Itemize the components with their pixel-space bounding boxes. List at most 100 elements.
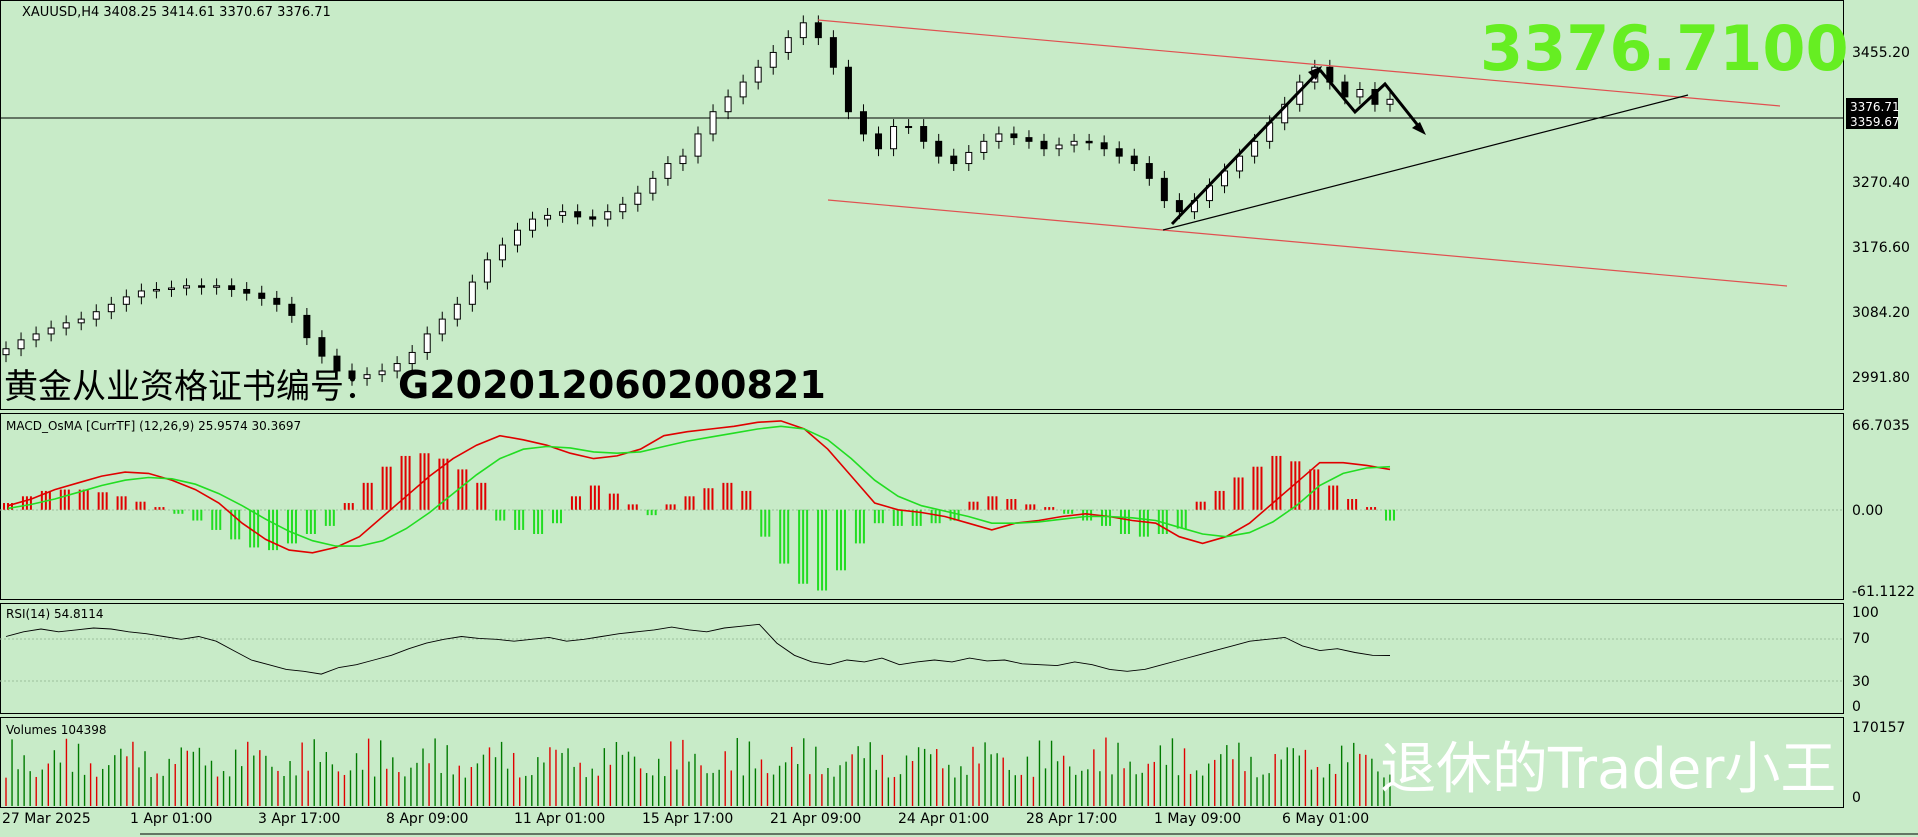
candle-body — [769, 51, 777, 68]
candle-body — [935, 140, 943, 157]
candle-body — [1145, 163, 1153, 179]
time-tick: 8 Apr 09:00 — [386, 811, 468, 827]
candle-body — [1115, 148, 1123, 157]
candle-body — [288, 303, 296, 316]
candle-body — [137, 290, 145, 298]
candle-body — [1175, 200, 1183, 213]
candle-body — [378, 370, 386, 376]
candle-body — [408, 351, 416, 365]
candle-body — [303, 314, 311, 339]
candle-body — [483, 259, 491, 283]
candle-body — [243, 288, 251, 294]
time-tick: 6 May 01:00 — [1282, 811, 1369, 827]
big-price: 3376.7100 — [1480, 12, 1849, 85]
candle-body — [920, 126, 928, 142]
time-tick: 1 May 09:00 — [1154, 811, 1241, 827]
candle-body — [859, 111, 867, 135]
price-tick: 3455.20 — [1852, 45, 1910, 61]
candle-body — [1040, 140, 1048, 150]
candle-body — [2, 348, 10, 356]
macd-line — [7, 420, 1391, 554]
candle-body — [844, 66, 852, 113]
candle-body — [1281, 103, 1289, 124]
candle-body — [980, 140, 988, 153]
candle-body — [890, 126, 898, 150]
candle-body — [529, 218, 537, 231]
candle-body — [152, 288, 160, 292]
candle-body — [77, 318, 85, 324]
candle-body — [1010, 133, 1018, 139]
macd-axis-zero: 0.00 — [1852, 503, 1883, 519]
candle-body — [1341, 81, 1349, 98]
cert-number: G202012060200821 — [398, 363, 826, 407]
time-tick: 28 Apr 17:00 — [1026, 811, 1117, 827]
price-tick: 3176.60 — [1852, 240, 1910, 256]
trendline-upper-red — [817, 19, 1781, 107]
secondary-price-label-bg — [1846, 113, 1898, 129]
candle-body — [1386, 98, 1394, 105]
candle-body — [784, 37, 792, 53]
candle-body — [47, 327, 55, 335]
candle-body — [814, 22, 822, 39]
time-tick: 15 Apr 17:00 — [642, 811, 733, 827]
macd-panel: MACD_OsMA [CurrTF] (12,26,9) 25.9574 30.… — [0, 418, 1915, 600]
candle-body — [694, 133, 702, 157]
candle-body — [438, 318, 446, 335]
price-axis: 3455.20 3270.40 3176.60 3084.20 2991.80 — [1852, 45, 1910, 386]
candle-body — [799, 22, 807, 39]
candle-body — [574, 211, 582, 218]
trendline-lower-red — [827, 199, 1788, 287]
price-panel: XAUUSD,H4 3408.25 3414.61 3370.67 3376.7… — [0, 5, 1900, 407]
candle-body — [228, 285, 236, 290]
macd-axis-bottom: -61.1122 — [1852, 584, 1915, 600]
candle-body — [1356, 88, 1364, 98]
time-tick: 1 Apr 01:00 — [130, 811, 212, 827]
rsi-axis-0: 0 — [1852, 699, 1861, 715]
volume-bars — [5, 737, 1391, 806]
rsi-axis-70: 70 — [1852, 631, 1870, 647]
rsi-header: RSI(14) 54.8114 — [6, 607, 104, 621]
time-tick: 27 Mar 2025 — [2, 811, 91, 827]
candle-body — [62, 322, 70, 329]
arrow-head-down — [1412, 122, 1426, 135]
macd-header: MACD_OsMA [CurrTF] (12,26,9) 25.9574 30.… — [6, 419, 301, 433]
candle-body — [198, 285, 206, 288]
candle-body — [634, 192, 642, 205]
candle-body — [1160, 177, 1168, 202]
candle-body — [318, 337, 326, 357]
candle-body — [1085, 140, 1093, 144]
forecast-arrows — [1170, 68, 1422, 226]
candle-body — [1251, 140, 1259, 157]
time-tick: 21 Apr 09:00 — [770, 811, 861, 827]
candle-body — [589, 216, 597, 220]
cert-text: 黄金从业资格证书编号： — [4, 367, 378, 407]
rsi-axis-30: 30 — [1852, 674, 1870, 690]
signal-line — [7, 425, 1391, 547]
candle-body — [619, 203, 627, 213]
macd-axis-top: 66.7035 — [1852, 418, 1910, 434]
price-tick: 3084.20 — [1852, 305, 1910, 321]
candle-body — [559, 211, 567, 216]
volume-panel: Volumes 104398 170157 0 退休的Trader小王 — [5, 720, 1905, 806]
candle-body — [122, 296, 130, 305]
time-tick: 24 Apr 01:00 — [898, 811, 989, 827]
candle-body — [1130, 155, 1138, 165]
trendline-support-black — [1162, 94, 1689, 231]
candle-body — [453, 303, 461, 320]
candle-body — [17, 339, 25, 350]
rsi-panel: RSI(14) 54.8114 100 70 30 0 — [0, 605, 1879, 715]
candle-body — [213, 285, 221, 288]
time-axis: 27 Mar 2025 1 Apr 01:00 3 Apr 17:00 8 Ap… — [2, 811, 1369, 827]
candle-body — [393, 363, 401, 372]
candle-body — [107, 303, 115, 313]
secondary-price-label: 3359.67 — [1850, 115, 1900, 129]
candle-body — [950, 155, 958, 165]
volume-axis-zero: 0 — [1852, 790, 1861, 806]
candle-body — [273, 297, 281, 305]
candle-body — [829, 37, 837, 68]
current-price-label: 3376.71 — [1850, 100, 1900, 114]
candle-body — [348, 370, 356, 379]
candle-body — [1070, 140, 1078, 146]
